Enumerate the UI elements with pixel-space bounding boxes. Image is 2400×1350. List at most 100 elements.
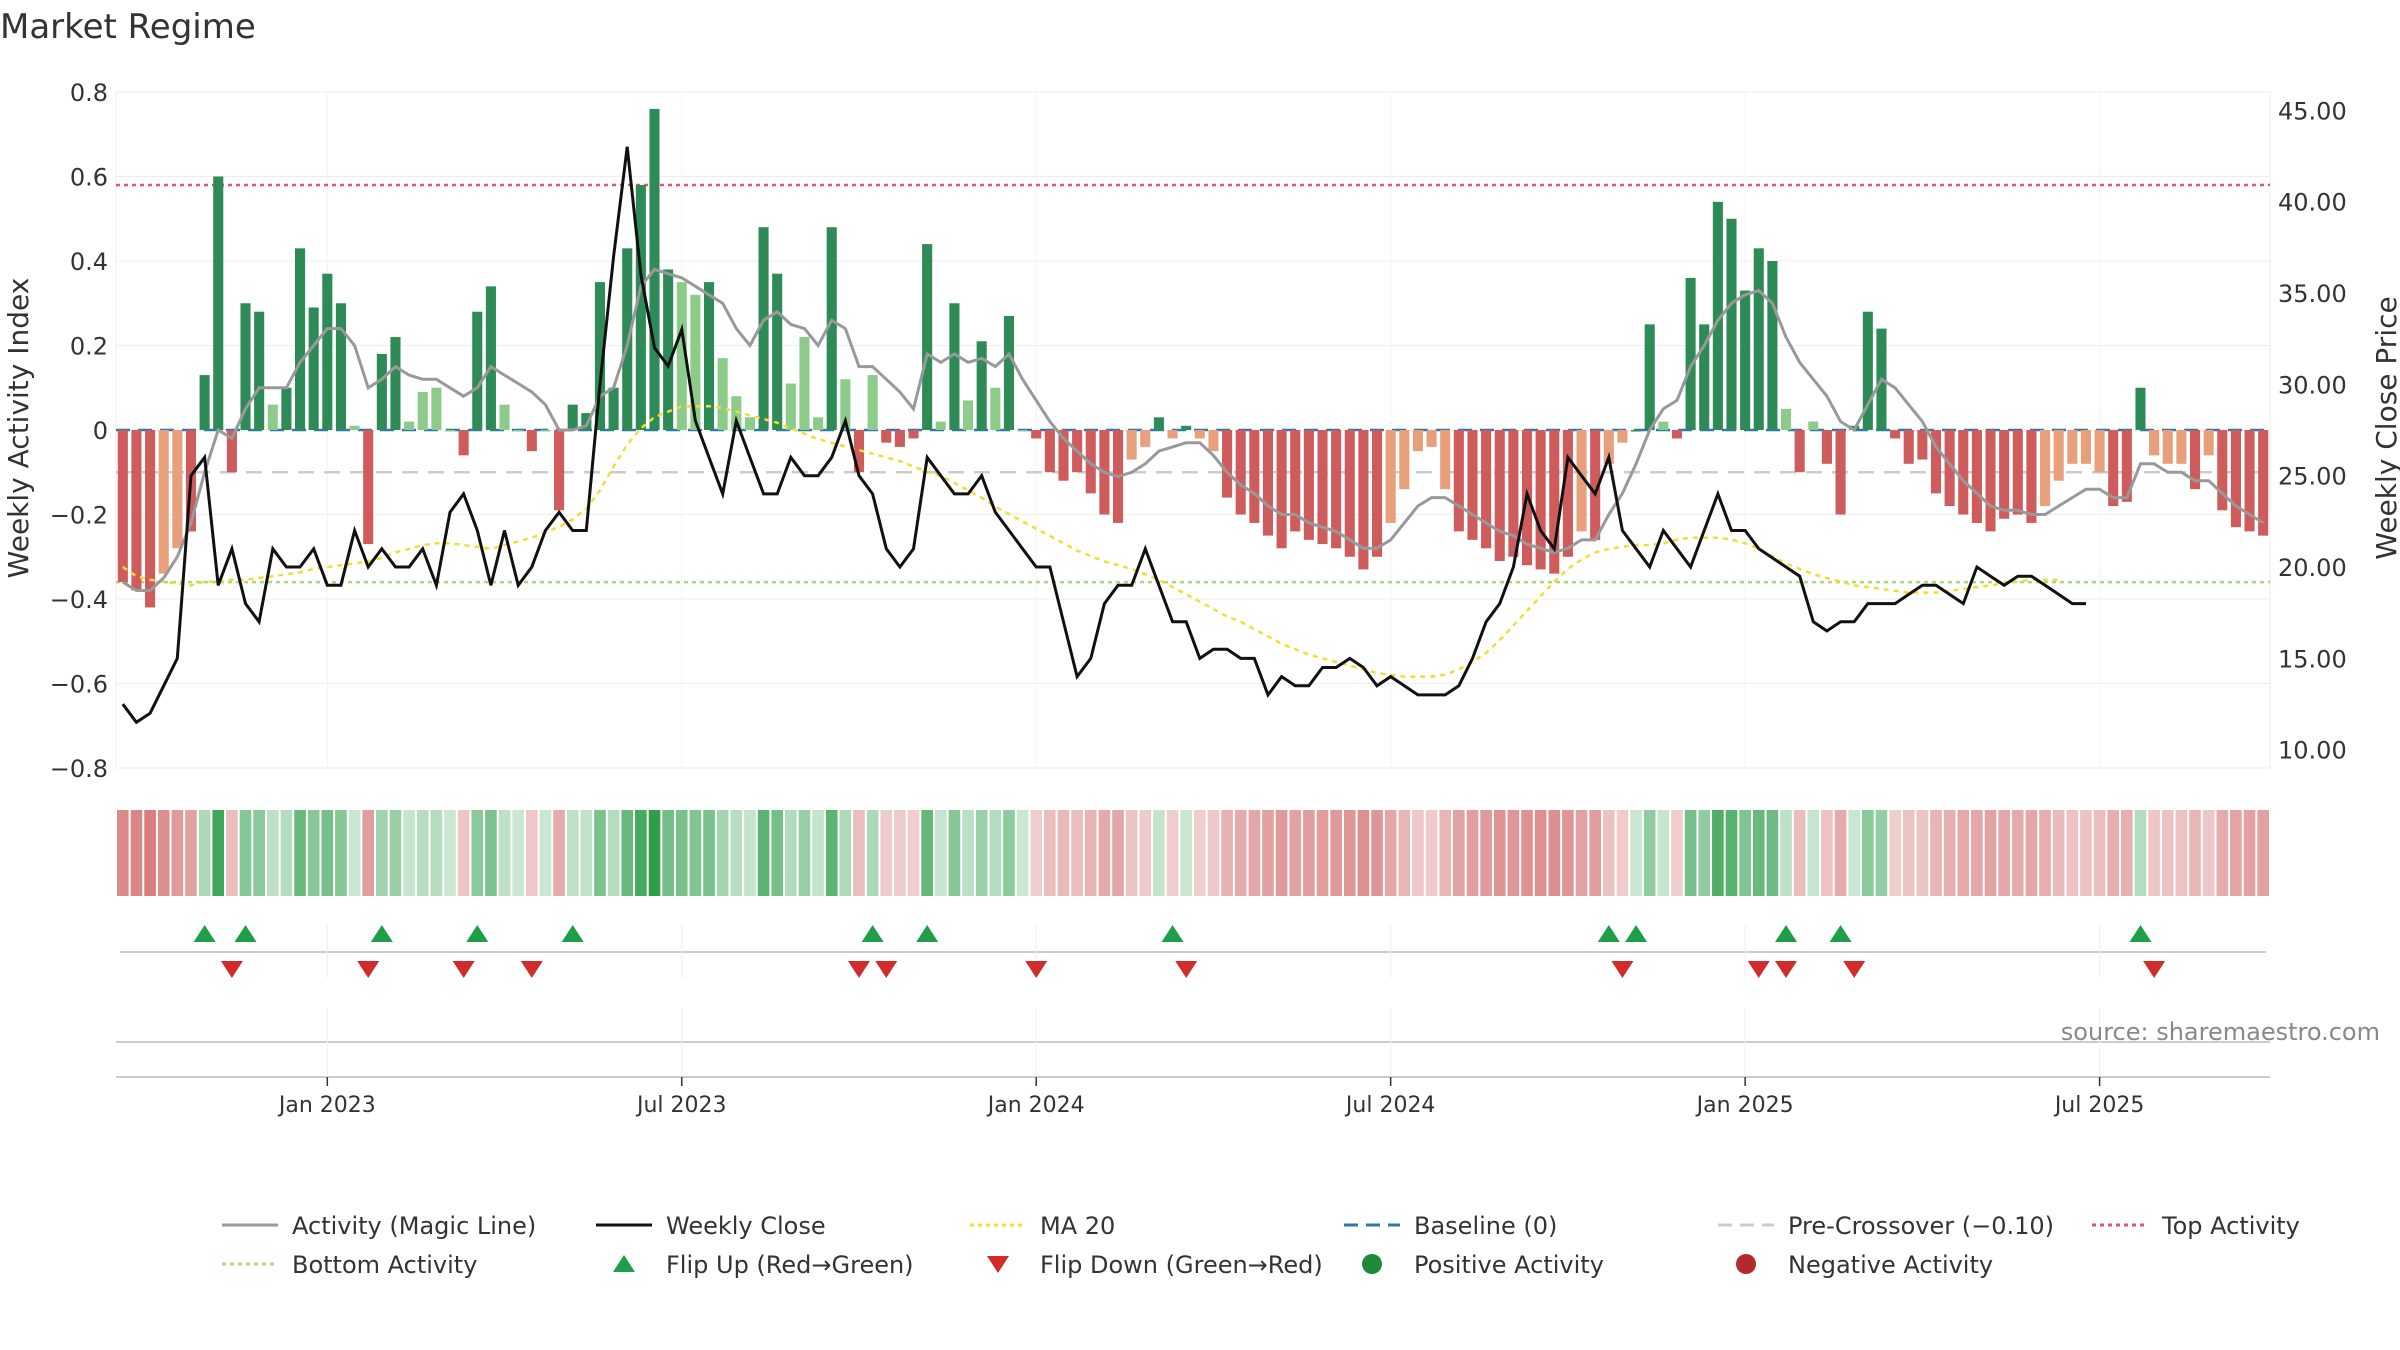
heat-cell	[839, 810, 852, 896]
heat-cell	[1875, 810, 1888, 896]
activity-bar	[240, 303, 251, 430]
heat-cell	[335, 810, 347, 896]
heat-cell	[1534, 810, 1547, 896]
heat-cell	[498, 810, 511, 896]
heat-cell	[1889, 810, 1901, 896]
activity-bar	[172, 430, 183, 549]
activity-bar	[1003, 315, 1014, 430]
heat-cell	[1834, 810, 1847, 896]
weekly-close-line	[121, 146, 2086, 725]
flip-down-marker	[520, 961, 543, 978]
legend-label: Top Activity	[2161, 1212, 2300, 1240]
heat-cell	[1466, 810, 1479, 896]
activity-bar	[908, 430, 919, 439]
heat-cell	[416, 810, 429, 896]
flip-up-marker	[1625, 925, 1648, 942]
flip-up-marker	[466, 925, 489, 942]
heat-cell	[853, 810, 865, 896]
heat-cell	[1548, 810, 1561, 896]
heat-cell	[1125, 810, 1138, 896]
heat-cell	[921, 810, 933, 896]
heat-cell	[1275, 810, 1288, 896]
activity-bar	[935, 421, 946, 430]
heat-cell	[989, 810, 1002, 896]
right-tick-label: 40.00	[2278, 189, 2347, 217]
activity-bar	[772, 273, 783, 430]
heat-cell	[525, 810, 538, 896]
flip-markers-panel	[120, 925, 2266, 978]
flip-up-marker	[916, 925, 939, 942]
magic-line	[122, 267, 2264, 592]
right-axis-ticks: 45.00 40.00 35.00 30.00 25.00 20.00 15.00 10.00	[2278, 97, 2347, 764]
heat-cell	[1821, 810, 1833, 896]
left-axis-ticks: 0.8 0.6 0.4 0.2 0 −0.2 −0.4 −0.6 −0.8	[50, 79, 108, 783]
activity-bar	[1767, 261, 1778, 430]
activity-bar	[1453, 430, 1464, 532]
heat-cell	[2134, 810, 2147, 896]
activity-bar	[526, 430, 537, 452]
legend-swatch	[1736, 1254, 1756, 1274]
heat-cell	[130, 810, 143, 896]
heat-cell	[362, 810, 375, 896]
activity-bar	[1317, 430, 1328, 545]
activity-bar	[2258, 430, 2269, 536]
heat-cell	[785, 810, 797, 896]
heat-cell	[1180, 810, 1192, 896]
heat-cell	[621, 810, 634, 896]
heat-cell	[1303, 810, 1315, 896]
activity-bar	[2162, 430, 2173, 464]
activity-bar	[1999, 430, 2010, 519]
activity-bar	[594, 282, 606, 430]
heat-cell	[1521, 810, 1533, 896]
activity-bar	[1617, 430, 1628, 443]
flip-up-marker	[861, 925, 884, 942]
activity-bar	[1194, 430, 1205, 439]
heat-cell	[280, 810, 293, 896]
heat-cell	[2039, 810, 2051, 896]
heat-cell	[485, 810, 497, 896]
heat-cell	[825, 810, 838, 896]
activity-bar	[1603, 430, 1614, 464]
heat-cell	[1998, 810, 2010, 896]
heat-cell	[730, 810, 743, 896]
activity-bar	[963, 400, 974, 430]
flip-down-marker	[1747, 961, 1770, 978]
heat-cell	[253, 810, 265, 896]
heat-cell	[144, 810, 156, 896]
left-axis-label: Weekly Activity Index	[2, 278, 35, 579]
activity-bar	[308, 307, 319, 430]
flip-up-marker	[193, 925, 216, 942]
activity-bar	[349, 425, 360, 430]
activity-bar	[404, 421, 415, 430]
heat-cell	[648, 810, 661, 896]
left-tick-label: 0.6	[70, 164, 108, 192]
activity-bar	[894, 430, 905, 447]
activity-bar	[1862, 311, 1873, 430]
activity-bar	[145, 430, 156, 608]
heat-cell	[1343, 810, 1356, 896]
activity-bar	[813, 417, 824, 430]
activity-bar	[1235, 430, 1246, 515]
heat-cell	[580, 810, 593, 896]
activity-bar	[826, 227, 837, 430]
heat-cell	[716, 810, 729, 896]
activity-bar	[1944, 430, 1955, 507]
heat-cell	[2257, 810, 2269, 896]
left-tick-label: −0.2	[50, 502, 108, 530]
activity-bar	[744, 417, 755, 430]
activity-bar	[1821, 430, 1832, 464]
heat-cell	[1766, 810, 1779, 896]
heat-cell	[1384, 810, 1397, 896]
legend-label: Flip Down (Green→Red)	[1040, 1251, 1323, 1279]
activity-bar	[799, 337, 810, 430]
heat-cell	[1139, 810, 1152, 896]
flip-down-marker	[1611, 961, 1634, 978]
activity-bar	[663, 269, 674, 430]
flip-up-marker	[1775, 925, 1798, 942]
heat-cell	[1657, 810, 1670, 896]
heat-cell	[1153, 810, 1165, 896]
activity-bar	[567, 404, 578, 430]
activity-bar	[2203, 430, 2214, 456]
heat-cell	[266, 810, 279, 896]
legend-label: Positive Activity	[1414, 1251, 1604, 1279]
